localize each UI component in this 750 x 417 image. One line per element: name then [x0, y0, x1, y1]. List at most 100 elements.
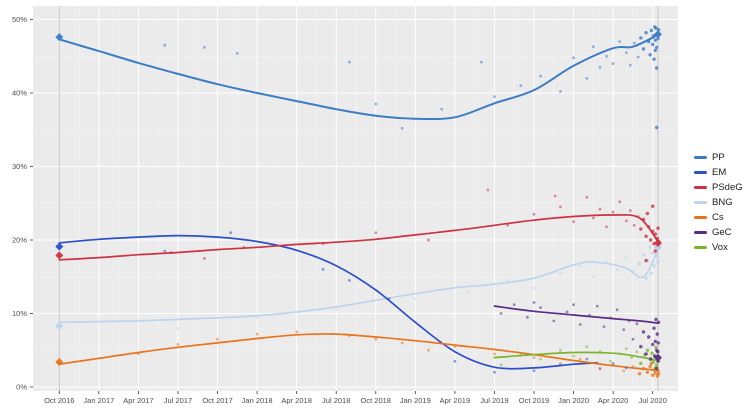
poll-point-PSdeG: [641, 217, 646, 222]
poll-point-Vox: [639, 361, 643, 366]
poll-point-Vox: [645, 348, 650, 352]
x-tick-label: Jul 2019: [480, 396, 508, 405]
poll-point-Cs: [653, 371, 657, 375]
poll-point-Cs: [255, 332, 259, 336]
poll-point-PP: [644, 31, 648, 35]
poll-point-Vox: [654, 345, 658, 349]
poll-point-BNG: [644, 276, 648, 280]
poll-point-GeC: [609, 316, 612, 320]
poll-point-PSdeG: [374, 231, 378, 235]
poll-point-PP: [618, 40, 622, 43]
poll-point-GeC: [539, 306, 542, 309]
result-marker-Cs: [55, 358, 64, 367]
poll-point-GeC: [654, 317, 658, 322]
poll-point-GeC: [602, 325, 606, 329]
legend-label: Cs: [712, 212, 724, 223]
x-tick-label: Apr 2017: [123, 396, 153, 405]
poll-point-Vox: [559, 348, 562, 352]
poll-point-GeC: [651, 342, 655, 347]
legend-item-Vox: Vox: [694, 242, 743, 253]
poll-point-PP: [649, 28, 654, 33]
poll-point-Vox: [624, 347, 628, 351]
poll-point-PSdeG: [611, 210, 615, 214]
poll-point-Vox: [650, 351, 654, 355]
poll-point-GeC: [655, 332, 659, 336]
x-tick-label: Jul 2017: [164, 396, 192, 405]
poll-point-BNG: [605, 260, 608, 264]
poll-point-BNG: [615, 268, 619, 271]
poll-point-BNG: [334, 308, 338, 312]
poll-point-PSdeG: [321, 242, 325, 246]
poll-point-PSdeG: [553, 194, 557, 198]
poll-point-BNG: [651, 251, 655, 255]
poll-point-PP: [655, 125, 659, 130]
poll-point-PP: [539, 74, 542, 78]
poll-point-Cs: [641, 366, 646, 371]
trend-line-PSdeG: [58, 214, 659, 261]
poll-point-PSdeG: [592, 216, 595, 220]
poll-point-EM: [229, 231, 233, 235]
poll-point-PP: [655, 45, 659, 50]
trend-line-Cs: [58, 333, 659, 371]
result-marker-PSdeG: [55, 251, 64, 260]
poll-point-GeC: [532, 301, 536, 304]
plot-panel: [33, 6, 678, 391]
poll-point-GeC: [552, 319, 556, 323]
poll-point-BNG: [624, 257, 628, 260]
poll-point-PP: [653, 38, 657, 42]
result-marker-BNG: [55, 321, 64, 330]
poll-point-GeC: [615, 308, 619, 312]
y-tick-label: 10%: [12, 309, 27, 318]
poll-point-BNG: [655, 254, 659, 258]
poll-point-PP: [598, 65, 602, 69]
y-tick-label: 40%: [12, 89, 27, 98]
poll-point-PP: [653, 48, 657, 53]
legend-swatch-icon: [694, 171, 707, 174]
x-tick-label: Apr 2020: [598, 396, 628, 405]
poll-point-PP: [605, 54, 608, 58]
legend-swatch-icon: [694, 186, 707, 189]
poll-point-Cs: [176, 343, 180, 346]
poll-point-Cs: [648, 364, 652, 369]
poll-point-EM: [163, 249, 167, 253]
poll-point-PSdeG: [639, 227, 643, 231]
poll-point-Cs: [651, 373, 655, 377]
legend-swatch-icon: [694, 231, 707, 234]
poll-point-BNG: [648, 245, 652, 249]
legend-item-BNG: BNG: [694, 197, 743, 208]
poll-point-PSdeG: [649, 238, 653, 242]
poll-point-GeC: [588, 313, 591, 317]
poll-point-PP: [655, 66, 659, 70]
legend-label: PP: [712, 152, 725, 163]
chart-legend: PP EM PSdeG BNG Cs GeC Vox: [694, 152, 743, 253]
poll-point-PP: [348, 60, 351, 64]
poll-point-PSdeG: [647, 225, 651, 229]
poll-point-PSdeG: [653, 232, 657, 236]
poll-point-Vox: [499, 363, 503, 367]
poll-point-PSdeG: [656, 226, 660, 230]
result-marker-PP: [55, 33, 64, 42]
poll-point-Vox: [519, 352, 523, 356]
poll-point-Cs: [532, 356, 536, 359]
poll-point-GeC: [649, 357, 653, 361]
poll-point-BNG: [532, 286, 536, 290]
poll-point-PP: [440, 107, 444, 111]
poll-point-PP: [592, 45, 595, 49]
x-tick-label: Oct 2017: [202, 396, 232, 405]
poll-point-PSdeG: [203, 257, 206, 260]
poll-point-PP: [652, 57, 656, 61]
poll-point-BNG: [506, 279, 509, 282]
poll-point-EM: [585, 357, 589, 361]
poll-point-EM: [624, 366, 628, 370]
legend-item-PSdeG: PSdeG: [694, 182, 743, 193]
poll-point-GeC: [652, 326, 656, 330]
poll-point-Cs: [622, 369, 626, 373]
poll-point-BNG: [255, 315, 259, 319]
poll-point-GeC: [656, 341, 660, 345]
poll-point-Cs: [578, 357, 582, 361]
poll-point-EM: [493, 370, 496, 374]
trend-line-PP: [58, 33, 659, 121]
y-tick-label: 50%: [12, 15, 27, 24]
poll-point-GeC: [565, 310, 569, 314]
x-tick-label: Jan 2019: [400, 396, 431, 405]
